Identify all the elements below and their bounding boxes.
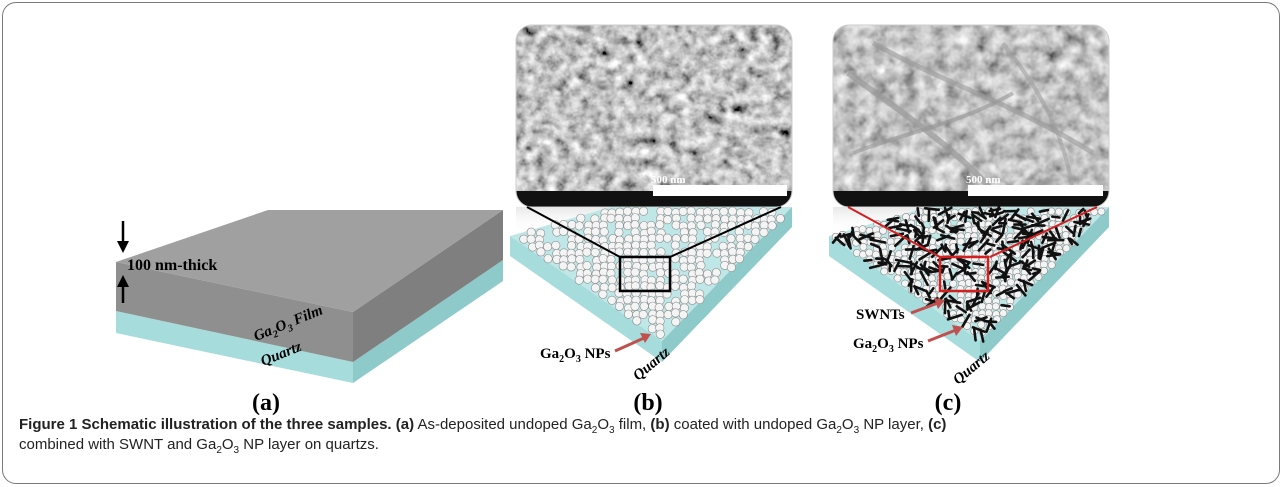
thickness-label: 100 nm-thick — [127, 257, 217, 274]
panel-letter-b: (b) — [633, 390, 662, 416]
zoom-line-right-b — [669, 206, 782, 258]
panel-b: 500 nm Ga2O3 NPs Quartz (b) — [510, 24, 793, 416]
panel-letter-a: (a) — [252, 390, 280, 416]
caption-tag-c: (c) — [928, 416, 947, 433]
swnt-label: SWNTs — [856, 307, 905, 323]
np-arrow-c — [927, 328, 957, 343]
quartz-side-b — [662, 207, 792, 362]
zoom-box-c — [938, 255, 990, 293]
quartz-front-b — [510, 236, 662, 362]
sem-image-c: 500 nm — [833, 25, 1109, 207]
np-arrow-b — [614, 336, 645, 353]
panel-c: 500 nm SWNTs Ga2O3 NPs Quartz (c) — [829, 24, 1110, 416]
scale-bar-label-c: 500 nm — [966, 174, 1001, 186]
swnt-arrow — [910, 301, 939, 315]
zoom-box-b — [618, 255, 672, 293]
figure-caption: Figure 1 Schematic illustration of the t… — [19, 416, 947, 456]
scale-bar-c — [968, 185, 1103, 196]
np-label-c: Ga2O3 NPs — [853, 336, 924, 355]
quartz-side-a — [353, 260, 503, 383]
swnt-network — [831, 202, 1092, 343]
zoom-line-left-b — [526, 206, 621, 258]
sem-image-b: 500 nm — [516, 25, 792, 207]
nanoparticle-layer-b — [519, 206, 785, 339]
film-top-a — [116, 210, 503, 312]
figure-schematic: 100 nm-thick Ga2O3 Film Quartz (a) 500 n… — [116, 24, 1110, 416]
caption-title: Figure 1 Schematic illustration of the t… — [19, 416, 392, 433]
scale-bar-label-b: 500 nm — [651, 174, 686, 186]
panel-a: 100 nm-thick Ga2O3 Film Quartz (a) — [116, 210, 503, 416]
quartz-front-c — [829, 236, 980, 362]
quartz-front-a — [116, 311, 353, 383]
caption-tag-a: (a) — [395, 416, 415, 433]
zoom-line-right-c — [989, 206, 1098, 258]
scale-bar-b — [653, 185, 787, 196]
zoom-line-left-c — [847, 206, 941, 258]
caption-tag-b: (b) — [650, 416, 670, 433]
np-label-b: Ga2O3 NPs — [540, 346, 611, 365]
film-side-a — [353, 210, 503, 362]
film-front-a — [116, 262, 353, 362]
panel-letter-c: (c) — [935, 390, 962, 416]
